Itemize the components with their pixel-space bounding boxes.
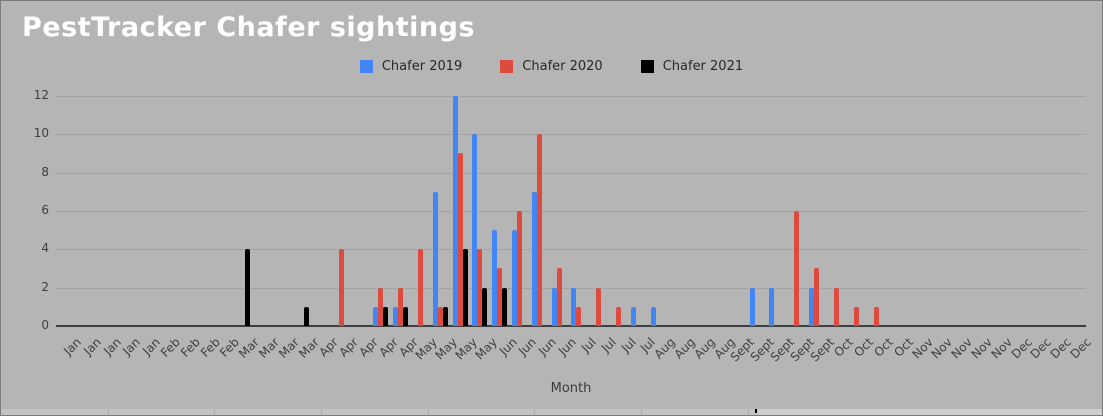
spreadsheet-cell-border (214, 410, 215, 415)
bar-chafer-2020-week-18[interactable] (398, 288, 403, 326)
bar-chafer-2019-week-30[interactable] (631, 307, 636, 326)
spreadsheet-row-sliver-right (758, 409, 1102, 415)
bar-chafer-2020-week-41[interactable] (854, 307, 859, 326)
bar-chafer-2021-week-10[interactable] (245, 249, 250, 326)
bar-chafer-2021-week-22[interactable] (482, 288, 487, 326)
bar-chafer-2019-week-36[interactable] (750, 288, 755, 326)
bar-chafer-2021-week-20[interactable] (443, 307, 448, 326)
spreadsheet-cell-border (321, 410, 322, 415)
x-axis-line (56, 325, 1086, 327)
bar-chafer-2019-week-37[interactable] (769, 288, 774, 326)
bar-chafer-2019-week-24[interactable] (512, 230, 517, 326)
y-tick-label-8: 8 (41, 165, 49, 179)
bar-chafer-2019-week-26[interactable] (552, 288, 557, 326)
bar-chafer-2021-week-21[interactable] (463, 249, 468, 326)
bar-chafer-2020-week-22[interactable] (477, 249, 482, 326)
bar-chafer-2020-week-28[interactable] (596, 288, 601, 326)
gridline-4 (56, 249, 1086, 250)
bar-chafer-2021-week-23[interactable] (502, 288, 507, 326)
legend-item-chafer-2020[interactable]: Chafer 2020 (500, 59, 603, 74)
y-tick-label-10: 10 (33, 126, 49, 140)
bar-chafer-2020-week-25[interactable] (537, 134, 542, 326)
legend-swatch-2020 (500, 60, 514, 73)
bar-chafer-2021-week-13[interactable] (304, 307, 309, 326)
bar-chafer-2020-week-42[interactable] (874, 307, 879, 326)
bar-chafer-2019-week-18[interactable] (393, 307, 398, 326)
spreadsheet-row-sliver (1, 409, 758, 415)
bar-chafer-2020-week-23[interactable] (497, 268, 502, 326)
gridline-10 (56, 134, 1086, 135)
chart-title: PestTracker Chafer sightings (22, 12, 476, 43)
bar-chafer-2019-week-22[interactable] (472, 134, 477, 326)
legend-label-2020: Chafer 2020 (522, 59, 603, 74)
spreadsheet-cell-border (428, 410, 429, 415)
bar-chafer-2020-week-38[interactable] (794, 211, 799, 326)
bar-chafer-2019-week-27[interactable] (571, 288, 576, 326)
bar-chafer-2020-week-40[interactable] (834, 288, 839, 326)
bar-chafer-2020-week-39[interactable] (814, 268, 819, 326)
bar-chafer-2019-week-21[interactable] (453, 96, 458, 326)
y-tick-label-6: 6 (41, 203, 49, 217)
bar-chafer-2020-week-21[interactable] (458, 153, 463, 326)
spreadsheet-cell-border (748, 410, 749, 415)
bar-chafer-2021-week-17[interactable] (383, 307, 388, 326)
spreadsheet-cell-border (108, 410, 109, 415)
bar-chafer-2019-week-20[interactable] (433, 192, 438, 326)
legend-swatch-2021 (640, 60, 654, 73)
legend-swatch-2019 (359, 60, 373, 73)
y-tick-label-0: 0 (41, 318, 49, 332)
bar-chafer-2020-week-20[interactable] (438, 307, 443, 326)
bar-chafer-2020-week-24[interactable] (517, 211, 522, 326)
gridline-6 (56, 211, 1086, 212)
bar-chafer-2019-week-25[interactable] (532, 192, 537, 326)
bar-chafer-2020-week-27[interactable] (576, 307, 581, 326)
gridline-8 (56, 173, 1086, 174)
spreadsheet-cell-mark (755, 409, 757, 413)
x-axis-title: Month (550, 381, 592, 396)
bar-chafer-2020-week-19[interactable] (418, 249, 423, 326)
bar-chafer-2020-week-15[interactable] (339, 249, 344, 326)
bar-chafer-2019-week-39[interactable] (809, 288, 814, 326)
gridline-12 (56, 96, 1086, 97)
bar-chafer-2020-week-26[interactable] (557, 268, 562, 326)
legend-item-chafer-2019[interactable]: Chafer 2019 (359, 59, 463, 74)
bar-chafer-2019-week-31[interactable] (651, 307, 656, 326)
y-tick-label-12: 12 (33, 88, 49, 102)
legend-label-2021: Chafer 2021 (662, 59, 744, 74)
bar-chafer-2019-week-23[interactable] (492, 230, 497, 326)
y-tick-label-2: 2 (41, 280, 49, 294)
bar-chafer-2019-week-17[interactable] (373, 307, 378, 326)
spreadsheet-cell-border (641, 410, 642, 415)
spreadsheet-cell-border (534, 410, 535, 415)
bar-chafer-2020-week-29[interactable] (616, 307, 621, 326)
legend-item-chafer-2021[interactable]: Chafer 2021 (640, 59, 744, 74)
bar-chafer-2021-week-18[interactable] (403, 307, 408, 326)
y-tick-label-4: 4 (41, 241, 49, 255)
legend-label-2019: Chafer 2019 (381, 59, 463, 74)
legend: Chafer 2019 Chafer 2020 Chafer 2021 (1, 59, 1102, 74)
bar-chafer-2020-week-17[interactable] (378, 288, 383, 326)
